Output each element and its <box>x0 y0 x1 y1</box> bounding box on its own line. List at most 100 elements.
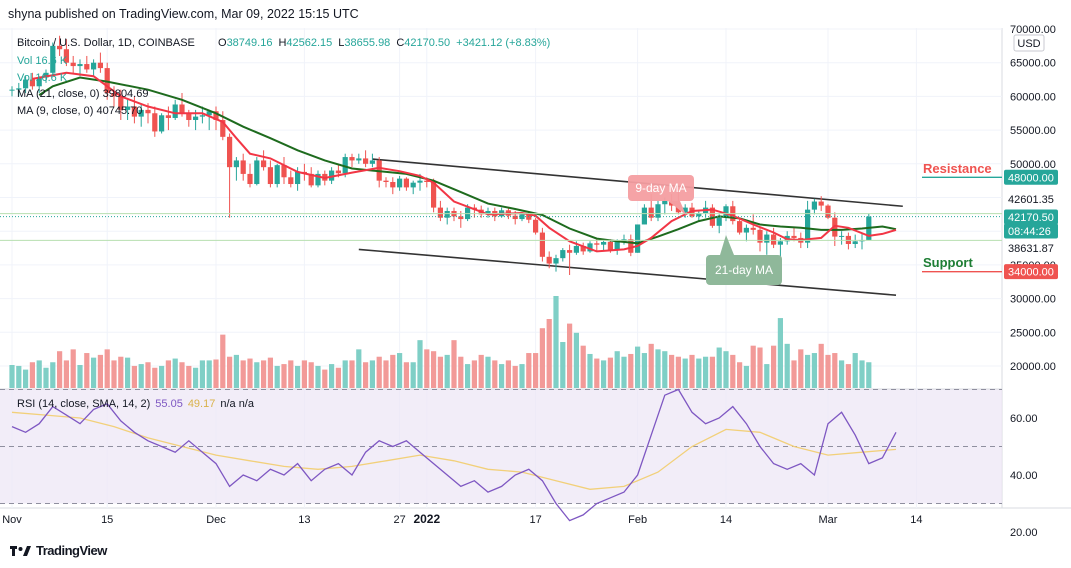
volume-bar <box>383 360 389 388</box>
trendline[interactable] <box>358 248 897 297</box>
legend-high: 42562.15 <box>286 37 332 49</box>
candle-body <box>206 111 212 116</box>
price-tag: 42170.50 <box>1004 209 1058 225</box>
candle <box>247 163 253 188</box>
volume-bar <box>97 354 103 388</box>
candle-body <box>172 104 178 118</box>
candle-body <box>601 241 607 245</box>
candle-body <box>165 115 171 118</box>
candle <box>410 180 416 195</box>
candle <box>743 224 749 242</box>
candle-body <box>9 89 15 91</box>
candle <box>444 207 450 225</box>
time-tick-label: Dec <box>206 514 226 526</box>
candle-body <box>662 200 668 205</box>
candle-body <box>743 227 749 233</box>
volume-bar <box>594 358 600 388</box>
volume-bar <box>91 357 97 388</box>
legend-rsi-sma: 49.17 <box>188 398 216 410</box>
volume-bar <box>233 354 239 388</box>
volume-bar <box>859 360 865 388</box>
candle-body <box>125 106 131 110</box>
candle-body <box>145 109 151 114</box>
candle-body <box>567 250 573 253</box>
time-tick-label: 27 <box>393 514 405 526</box>
volume-bar <box>281 364 287 388</box>
volume-bar <box>57 351 63 388</box>
price-tag-box <box>1004 223 1058 239</box>
ma21-line <box>38 76 897 245</box>
candle-body <box>342 157 348 174</box>
candle-body <box>648 207 654 218</box>
volume-bar <box>471 360 477 388</box>
volume-bar <box>757 347 763 388</box>
time-tick-label: Feb <box>628 514 647 526</box>
volume-bar <box>23 369 29 388</box>
volume-bar <box>682 358 688 388</box>
time-tick-label: 14 <box>720 514 732 526</box>
support-label: Support <box>923 255 973 270</box>
price-tag-box <box>1004 264 1058 280</box>
candle-body <box>349 157 355 161</box>
candle-body <box>805 209 811 243</box>
volume-bar <box>580 345 586 388</box>
candle-body <box>104 68 110 94</box>
volume-bar <box>295 365 301 388</box>
volume-bar <box>70 349 76 388</box>
volume-bar <box>356 349 362 388</box>
volume-bar <box>261 360 267 388</box>
footer: TradingView <box>10 543 107 558</box>
legend-close: 42170.50 <box>404 37 450 49</box>
candle <box>84 55 90 73</box>
candle <box>254 157 260 186</box>
price-tick-label: 25000.00 <box>1010 327 1056 339</box>
volume-bar <box>553 296 559 388</box>
candle <box>485 207 491 218</box>
candle-body <box>369 160 375 164</box>
volume-bar <box>118 356 124 388</box>
candle-body <box>220 119 226 137</box>
candle-body <box>594 243 600 245</box>
volume-bar <box>444 354 450 388</box>
candle-body <box>818 201 824 206</box>
volume-bar <box>376 356 382 388</box>
candle-body <box>356 158 362 161</box>
volume-bar <box>308 362 314 388</box>
candle <box>308 167 314 188</box>
price-tag-label: 38631.87 <box>1008 243 1054 255</box>
legend-open: 38749.16 <box>227 37 273 49</box>
volume-bar <box>716 347 722 388</box>
candle-body <box>50 45 56 73</box>
candle-body <box>274 165 280 185</box>
price-tag: 08:44:26 <box>1004 223 1058 239</box>
candle-body <box>227 136 233 168</box>
candle <box>628 234 634 257</box>
candle-body <box>444 210 450 218</box>
candle <box>696 210 702 222</box>
candle <box>261 150 267 171</box>
candle <box>764 231 770 255</box>
candle <box>77 59 83 77</box>
legend-rsi-value: 55.05 <box>155 398 183 410</box>
candle <box>165 106 171 131</box>
volume-bar <box>689 354 695 388</box>
currency-button[interactable] <box>1013 34 1045 52</box>
volume-bar <box>614 351 620 388</box>
rsi-sma-line <box>11 411 897 490</box>
time-tick-label: 15 <box>101 514 113 526</box>
candle <box>159 113 165 134</box>
candle-body <box>410 182 416 188</box>
candle-body <box>29 79 35 87</box>
volume-bar <box>172 358 178 388</box>
candle-body <box>131 106 137 117</box>
candle-body <box>288 177 294 185</box>
volume-bar <box>839 360 845 388</box>
volume-bar <box>451 340 457 388</box>
candle-body <box>267 167 273 185</box>
volume-bar <box>186 365 192 388</box>
volume-bar <box>560 342 566 388</box>
candle-body <box>723 206 729 218</box>
candle <box>403 177 409 191</box>
volume-bar <box>771 345 777 388</box>
